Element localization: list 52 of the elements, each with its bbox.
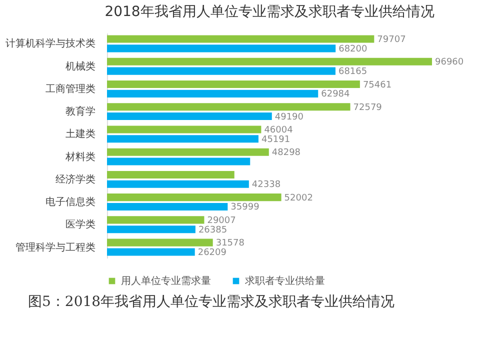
y-tick-label: 材料类 [64, 150, 96, 163]
chart-title: 2018年我省用人单位专业需求及求职者专业供给情况 [104, 4, 434, 20]
bar [107, 103, 350, 111]
bar [107, 67, 336, 75]
data-label: 62984 [321, 90, 350, 100]
legend-label: 求职者专业供给量 [245, 275, 325, 287]
bar [107, 238, 213, 246]
bar [107, 35, 374, 43]
bar [107, 194, 282, 202]
y-tick-label: 电子信息类 [46, 196, 96, 208]
data-label: 26209 [198, 248, 227, 258]
data-label: 68165 [338, 67, 368, 78]
data-label: 68200 [338, 44, 368, 54]
data-label: 35999 [230, 202, 260, 213]
y-tick-label: 医学类 [66, 218, 96, 231]
bar [107, 180, 249, 188]
data-label: 49190 [274, 112, 304, 122]
bar [107, 58, 432, 66]
bar [107, 135, 258, 143]
y-tick-label: 工商管理类 [46, 82, 96, 95]
y-tick-label: 管理科学与工程类 [16, 241, 96, 254]
bar [107, 148, 269, 156]
data-label: 46004 [264, 125, 294, 136]
data-label: 79707 [377, 35, 406, 46]
bar [107, 80, 360, 88]
data-label: 52002 [284, 193, 313, 204]
y-tick-label: 经济学类 [56, 173, 96, 186]
bar [107, 248, 195, 256]
data-label: 42338 [252, 180, 281, 190]
data-label: 96960 [435, 58, 464, 68]
bar [107, 202, 228, 211]
bar [107, 126, 262, 134]
data-label: 31578 [216, 238, 245, 249]
bar [107, 44, 336, 52]
bar [107, 216, 204, 224]
bar [107, 158, 250, 166]
y-tick-label: 计算机科学与技术类 [6, 38, 96, 50]
caption: 图5：2018年我省用人单位专业需求及求职者专业供给情况 [28, 293, 396, 311]
data-label: 75461 [362, 80, 392, 90]
legend-label: 用人单位专业需求量 [121, 275, 211, 287]
y-tick-label: 机械类 [66, 60, 96, 72]
y-tick-label: 土建类 [66, 128, 96, 140]
data-label: 29007 [207, 216, 236, 226]
data-label: 72579 [353, 102, 382, 113]
data-label: 26385 [198, 225, 228, 236]
bar [107, 112, 272, 120]
data-label: 48298 [272, 148, 301, 158]
bar [107, 226, 196, 234]
bar [107, 170, 234, 178]
data-label: 45191 [261, 134, 290, 145]
y-tick-label: 教育学 [66, 106, 96, 118]
bar [107, 90, 318, 98]
